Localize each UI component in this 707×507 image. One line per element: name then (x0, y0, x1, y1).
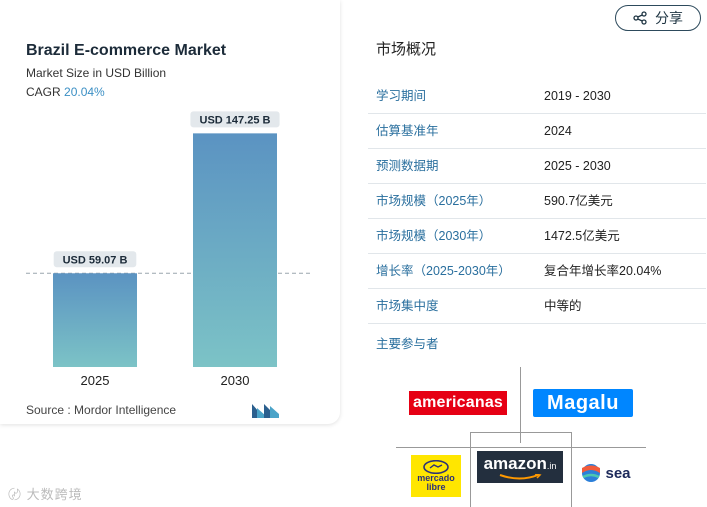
mercado-libre-logo[interactable]: mercado libre (411, 455, 461, 497)
sea-logo[interactable]: sea (578, 462, 634, 484)
amazon-suffix: .in (546, 461, 557, 471)
table-row: 估算基准年 2024 (368, 113, 706, 149)
grid-divider (571, 432, 572, 507)
data-label-background (190, 111, 280, 128)
grid-divider (470, 432, 471, 507)
watermark-icon: 〄 (8, 487, 23, 502)
row-key: 学习期间 (368, 79, 536, 114)
table-row: 市场规模（2030年） 1472.5亿美元 (368, 218, 706, 254)
libre-text: libre (426, 482, 446, 492)
table-row: 学习期间 2019 - 2030 (368, 79, 706, 114)
mordor-logo-icon (252, 404, 279, 418)
row-key: 市场集中度 (368, 288, 536, 324)
americanas-logo-text: americanas (412, 394, 504, 411)
handshake-icon (423, 460, 449, 474)
share-button[interactable]: 分享 (615, 5, 701, 31)
data-label: USD 59.07 B (63, 254, 128, 266)
data-label: USD 147.25 B (200, 114, 271, 126)
sea-text: sea (605, 464, 631, 482)
chart-source: Source : Mordor Intelligence (26, 403, 177, 417)
grid-divider (520, 367, 521, 443)
x-tick-label: 2030 (221, 373, 250, 388)
row-key: 增长率（2025-2030年） (368, 253, 536, 289)
amazon-wordmark: amazon .in (484, 454, 557, 474)
chart-title: Brazil E-commerce Market (26, 42, 227, 59)
table-row: 预测数据期 2025 - 2030 (368, 148, 706, 184)
chart-subtitle: Market Size in USD Billion (26, 66, 167, 80)
sea-globe-icon (582, 464, 601, 482)
bar-chart: USD 59.07 B 2025 USD 147.25 B 2030 (26, 111, 310, 388)
magalu-logo[interactable]: Magalu (533, 389, 633, 417)
key-players-label: 主要参与者 (376, 337, 439, 351)
row-value: 2024 (536, 113, 706, 149)
bar-2030 (193, 133, 277, 367)
bar-2025 (53, 273, 137, 367)
row-value: 590.7亿美元 (536, 183, 706, 219)
watermark-text: 大数跨境 (26, 487, 83, 502)
table-row: 增长率（2025-2030年） 复合年增长率20.04% (368, 253, 706, 289)
share-icon (633, 11, 647, 25)
grid-divider (470, 432, 572, 433)
row-value: 1472.5亿美元 (536, 218, 706, 254)
row-key: 预测数据期 (368, 148, 536, 184)
cagr-label: CAGR (26, 85, 61, 99)
grid-divider (396, 447, 646, 448)
cagr-value: 20.04% (64, 85, 105, 99)
row-value: 中等的 (536, 288, 706, 324)
x-tick-label: 2025 (81, 373, 110, 388)
amazon-logo[interactable]: amazon .in (477, 451, 563, 483)
amazon-smile-icon (499, 474, 542, 480)
amazon-text: amazon (483, 454, 547, 473)
magalu-logo-text: Magalu (547, 391, 619, 414)
data-label-background (53, 251, 137, 268)
share-label: 分享 (655, 10, 683, 26)
chart-card: Brazil E-commerce Market Market Size in … (0, 0, 340, 424)
americanas-logo[interactable]: americanas (409, 391, 507, 415)
row-value: 复合年增长率20.04% (536, 253, 706, 289)
overview-table: 学习期间 2019 - 2030 估算基准年 2024 预测数据期 2025 - 20… (368, 79, 706, 324)
overview-title: 市场概况 (376, 41, 437, 58)
row-key: 估算基准年 (368, 113, 536, 149)
row-key: 市场规模（2025年） (368, 183, 536, 219)
table-row: 市场集中度 中等的 (368, 288, 706, 324)
watermark: 〄 大数跨境 (8, 484, 83, 503)
table-row: 市场规模（2025年） 590.7亿美元 (368, 183, 706, 219)
row-key: 市场规模（2030年） (368, 218, 536, 254)
cagr-line: CAGR 20.04% (26, 85, 105, 99)
row-value: 2025 - 2030 (536, 148, 706, 184)
mercado-text: mercado (417, 473, 455, 483)
row-value: 2019 - 2030 (536, 79, 706, 114)
